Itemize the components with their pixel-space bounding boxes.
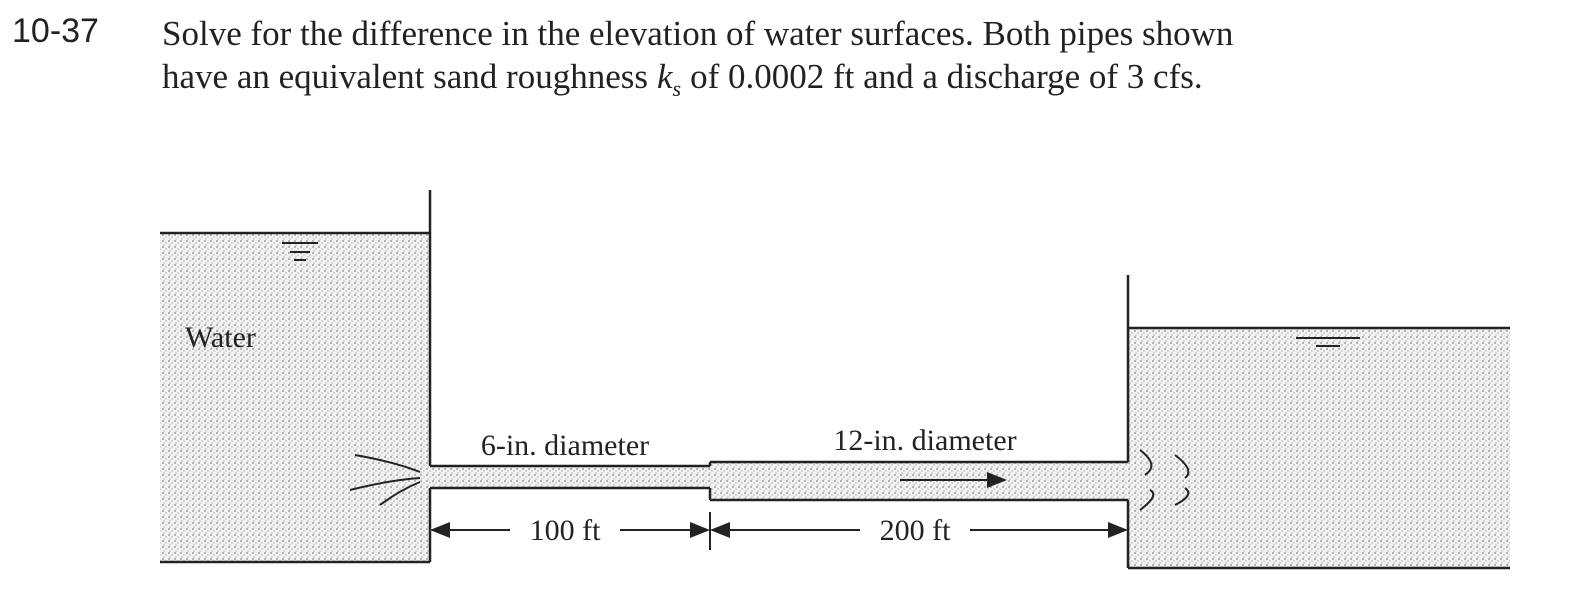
pipe-label: 6-in. diameter (481, 429, 649, 462)
problem-text: of 0.0002 ft and a discharge of 3 cfs. (690, 57, 1203, 96)
pipe-label: 12-in. diameter (833, 424, 1016, 457)
problem-text: have an equivalent sand roughness (162, 57, 648, 96)
subscript: s (672, 76, 682, 101)
problem-number: 10-37 (12, 12, 99, 50)
problem-text: Solve for the difference in the elevatio… (162, 14, 1234, 53)
problem-text: have an equivalent sand roughness ks of 0.… (162, 57, 1203, 102)
drawing (160, 190, 1510, 570)
length-label: 100 ft (530, 514, 601, 547)
length-label: 200 ft (880, 514, 951, 547)
water-label: Water (185, 321, 256, 354)
symbol: k (656, 57, 673, 96)
